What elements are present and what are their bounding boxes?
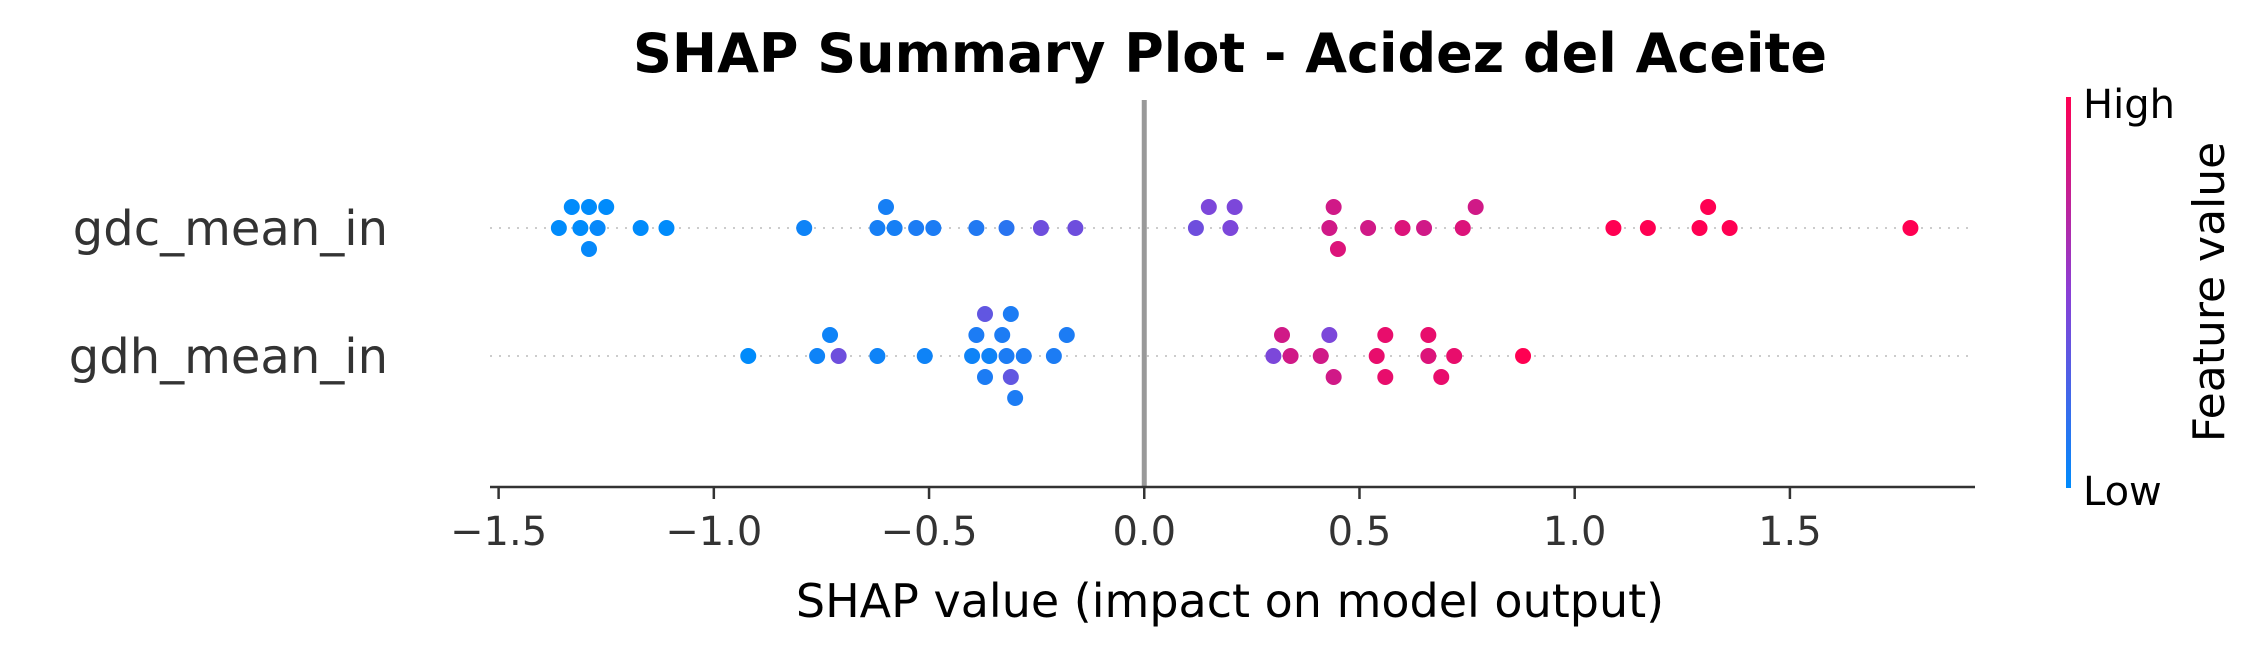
shap-point-gdc_mean_in: [869, 220, 886, 236]
shap-points: [550, 199, 1919, 406]
shap-point-gdc_mean_in: [878, 199, 894, 215]
colorbar-gradient: [2066, 97, 2071, 488]
x-tick-label: 0.0: [1112, 509, 1176, 555]
shap-point-gdc_mean_in: [998, 220, 1015, 236]
shap-point-gdc_mean_in: [1639, 220, 1656, 236]
shap-point-gdc_mean_in: [1329, 241, 1346, 257]
x-axis: −1.5 −1.0 −0.5 0.0 0.5 1.0 1.5: [450, 485, 1975, 555]
shap-point-gdc_mean_in: [1325, 199, 1342, 215]
shap-point-gdh_mean_in: [1007, 390, 1024, 406]
shap-point-gdh_mean_in: [1002, 369, 1019, 385]
shap-point-gdc_mean_in: [1200, 199, 1217, 215]
shap-point-gdc_mean_in: [1067, 220, 1084, 236]
shap-point-gdc_mean_in: [908, 220, 925, 236]
feature-guide-lines: [490, 227, 1975, 357]
shap-point-gdc_mean_in: [1321, 220, 1338, 236]
shap-point-gdc_mean_in: [550, 220, 567, 236]
shap-point-gdh_mean_in: [869, 348, 886, 364]
chart-title: SHAP Summary Plot - Acidez del Aceite: [633, 22, 1827, 85]
colorbar: High Low Feature value: [2066, 82, 2235, 515]
shap-point-gdc_mean_in: [1700, 199, 1717, 215]
shap-point-gdh_mean_in: [1265, 348, 1282, 364]
shap-point-gdh_mean_in: [1274, 327, 1290, 343]
shap-point-gdh_mean_in: [1377, 327, 1394, 343]
shap-point-gdc_mean_in: [1394, 220, 1411, 236]
shap-point-gdh_mean_in: [998, 348, 1015, 364]
shap-point-gdc_mean_in: [1187, 220, 1204, 236]
shap-point-gdh_mean_in: [1433, 369, 1450, 385]
feature-label-gdh_mean_in: gdh_mean_in: [69, 329, 388, 385]
shap-point-gdh_mean_in: [1002, 306, 1019, 322]
shap-point-gdc_mean_in: [1416, 220, 1433, 236]
shap-point-gdc_mean_in: [1605, 220, 1622, 236]
x-tick-label: −1.5: [450, 509, 547, 555]
shap-point-gdh_mean_in: [1325, 369, 1342, 385]
shap-point-gdc_mean_in: [581, 199, 597, 215]
shap-point-gdh_mean_in: [977, 369, 993, 385]
shap-point-gdc_mean_in: [1721, 220, 1738, 236]
shap-point-gdh_mean_in: [916, 348, 933, 364]
colorbar-title: Feature value: [2184, 142, 2235, 442]
x-tick-label: 1.5: [1758, 509, 1822, 555]
x-tick-label: −0.5: [880, 509, 977, 555]
shap-point-gdh_mean_in: [1515, 348, 1532, 364]
shap-point-gdh_mean_in: [1045, 348, 1062, 364]
shap-point-gdh_mean_in: [1321, 327, 1338, 343]
shap-point-gdh_mean_in: [981, 348, 998, 364]
shap-point-gdc_mean_in: [563, 199, 580, 215]
shap-point-gdc_mean_in: [658, 220, 675, 236]
shap-point-gdc_mean_in: [572, 220, 589, 236]
shap-point-gdh_mean_in: [1058, 327, 1075, 343]
x-tick-label: −1.0: [665, 509, 762, 555]
feature-labels: gdc_mean_in gdh_mean_in: [69, 201, 388, 385]
shap-point-gdc_mean_in: [1032, 220, 1049, 236]
shap-point-gdh_mean_in: [830, 348, 847, 364]
shap-point-gdh_mean_in: [1312, 348, 1329, 364]
shap-point-gdc_mean_in: [1902, 220, 1919, 236]
shap-point-gdh_mean_in: [1420, 327, 1437, 343]
shap-point-gdh_mean_in: [740, 348, 757, 364]
shap-point-gdc_mean_in: [1360, 220, 1377, 236]
x-axis-label: SHAP value (impact on model output): [796, 574, 1664, 628]
shap-point-gdh_mean_in: [1015, 348, 1032, 364]
shap-point-gdh_mean_in: [994, 327, 1011, 343]
colorbar-low-label: Low: [2083, 469, 2162, 515]
shap-point-gdh_mean_in: [1420, 348, 1437, 364]
shap-point-gdh_mean_in: [1377, 369, 1394, 385]
shap-point-gdc_mean_in: [1222, 220, 1239, 236]
shap-point-gdc_mean_in: [1454, 220, 1471, 236]
shap-point-gdh_mean_in: [968, 327, 985, 343]
shap-point-gdh_mean_in: [1446, 348, 1463, 364]
shap-point-gdc_mean_in: [1691, 220, 1708, 236]
shap-point-gdh_mean_in: [977, 306, 993, 322]
shap-point-gdh_mean_in: [1282, 348, 1299, 364]
shap-point-gdc_mean_in: [796, 220, 813, 236]
shap-point-gdh_mean_in: [809, 348, 826, 364]
shap-point-gdh_mean_in: [964, 348, 981, 364]
shap-point-gdc_mean_in: [589, 220, 606, 236]
feature-label-gdc_mean_in: gdc_mean_in: [73, 201, 388, 257]
shap-point-gdc_mean_in: [968, 220, 985, 236]
x-tick-label: 0.5: [1328, 509, 1392, 555]
colorbar-high-label: High: [2083, 82, 2175, 128]
shap-point-gdc_mean_in: [1226, 199, 1243, 215]
shap-point-gdh_mean_in: [1368, 348, 1385, 364]
shap-point-gdc_mean_in: [581, 241, 597, 257]
shap-point-gdc_mean_in: [886, 220, 903, 236]
shap-point-gdc_mean_in: [1467, 199, 1484, 215]
shap-point-gdc_mean_in: [598, 199, 615, 215]
shap-point-gdh_mean_in: [822, 327, 839, 343]
x-tick-label: 1.0: [1543, 509, 1607, 555]
shap-point-gdc_mean_in: [632, 220, 649, 236]
shap-point-gdc_mean_in: [925, 220, 942, 236]
